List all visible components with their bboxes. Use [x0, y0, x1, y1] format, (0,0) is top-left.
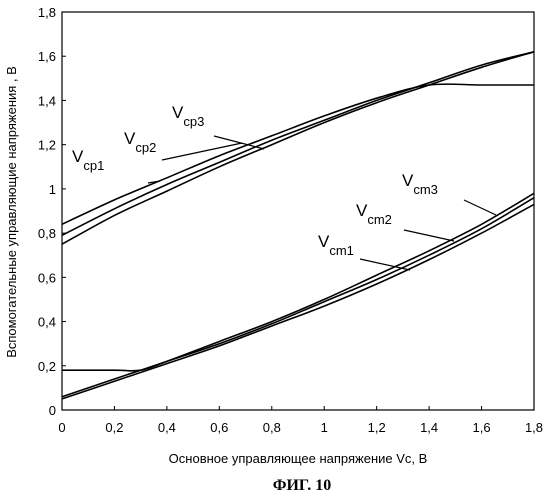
- series-label-main: V: [172, 103, 184, 122]
- y-tick-label: 1,8: [38, 5, 56, 20]
- series-label-sub: cm3: [413, 182, 438, 197]
- series-label-sub: cp3: [183, 114, 204, 129]
- x-tick-label: 0,4: [158, 420, 176, 435]
- y-tick-label: 1,2: [38, 138, 56, 153]
- x-tick-label: 1,6: [473, 420, 491, 435]
- x-tick-label: 1,8: [525, 420, 543, 435]
- series-label-main: V: [72, 147, 84, 166]
- y-tick-label: 1: [49, 182, 56, 197]
- x-tick-label: 1: [321, 420, 328, 435]
- y-tick-label: 1,6: [38, 49, 56, 64]
- x-tick-label: 0: [58, 420, 65, 435]
- x-tick-label: 1,2: [368, 420, 386, 435]
- series-label-sub: cp1: [83, 158, 104, 173]
- y-tick-label: 0,2: [38, 359, 56, 374]
- x-tick-label: 0,6: [210, 420, 228, 435]
- y-tick-label: 0,6: [38, 270, 56, 285]
- x-tick-label: 1,4: [420, 420, 438, 435]
- series-label-main: V: [356, 201, 368, 220]
- x-tick-label: 0,8: [263, 420, 281, 435]
- y-axis-title: Вспомогательные управляющие напряжения ,…: [4, 66, 19, 358]
- series-label-sub: cp2: [135, 140, 156, 155]
- series-label-main: V: [124, 129, 136, 148]
- x-axis-title: Основное управляющее напряжение Vc, В: [169, 451, 428, 466]
- plot-area: [62, 12, 534, 410]
- series-label-sub: cm1: [329, 243, 354, 258]
- x-tick-label: 0,2: [105, 420, 123, 435]
- y-tick-label: 0,8: [38, 226, 56, 241]
- figure-caption: ФИГ. 10: [273, 477, 332, 494]
- y-tick-label: 0,4: [38, 315, 56, 330]
- series-label-sub: cm2: [367, 212, 392, 227]
- series-label-main: V: [402, 171, 414, 190]
- y-tick-label: 1,4: [38, 93, 56, 108]
- y-tick-label: 0: [49, 403, 56, 418]
- series-label-main: V: [318, 232, 330, 251]
